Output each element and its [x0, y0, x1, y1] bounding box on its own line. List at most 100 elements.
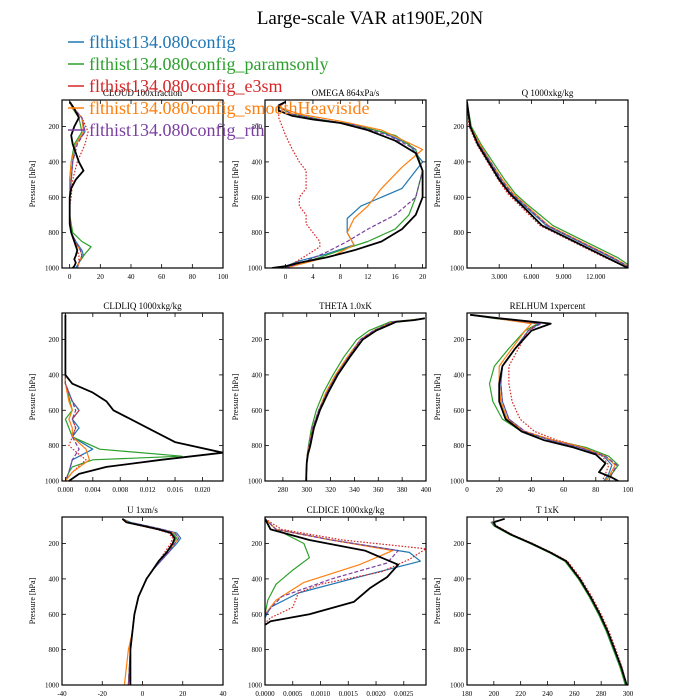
y-axis-label: Pressure [hPa] — [433, 577, 442, 624]
x-tick-label: 12.000 — [586, 273, 606, 281]
y-axis-label: Pressure [hPa] — [433, 160, 442, 207]
x-tick-label: 20 — [179, 690, 187, 698]
panels: CLOUD 100xfraction2004006008001000Pressu… — [28, 88, 634, 698]
y-tick-label: 200 — [252, 540, 263, 548]
x-tick-label: 100 — [218, 273, 229, 281]
y-tick-label: 600 — [454, 611, 465, 619]
series-line-5 — [278, 101, 424, 268]
x-tick-label: 0.020 — [195, 486, 211, 494]
x-tick-label: 80 — [592, 486, 600, 494]
y-tick-label: 200 — [454, 123, 465, 131]
y-tick-label: 400 — [49, 575, 60, 583]
series-line-3 — [467, 101, 628, 268]
x-tick-label: 3.000 — [491, 273, 507, 281]
y-tick-label: 1000 — [248, 478, 263, 486]
x-tick-label: 40 — [220, 690, 228, 698]
y-tick-label: 1000 — [248, 265, 263, 273]
x-tick-label: 280 — [278, 486, 289, 494]
y-tick-label: 800 — [252, 229, 263, 237]
series-line-0 — [121, 518, 176, 685]
y-axis-label: Pressure [hPa] — [231, 373, 240, 420]
panel-title: OMEGA 864xPa/s — [312, 88, 380, 98]
series-line-5 — [470, 314, 618, 481]
y-axis-label: Pressure [hPa] — [28, 577, 37, 624]
y-tick-label: 600 — [252, 407, 263, 415]
figure-title: Large-scale VAR at190E,20N — [257, 8, 484, 29]
series-line-3 — [278, 101, 321, 268]
x-tick-label: 360 — [373, 486, 384, 494]
series-line-0 — [271, 100, 424, 268]
series-line-2 — [278, 101, 424, 268]
x-tick-label: -20 — [98, 690, 108, 698]
series-line-2 — [64, 314, 183, 481]
x-tick-label: 20 — [419, 273, 427, 281]
series-line-5 — [491, 518, 628, 685]
y-tick-label: 200 — [49, 123, 60, 131]
x-tick-label: 9.000 — [556, 273, 572, 281]
y-tick-label: 400 — [454, 371, 465, 379]
panel-title: CLDLIQ 1000xkg/kg — [103, 301, 182, 311]
x-tick-label: 0 — [141, 690, 145, 698]
series-group — [470, 313, 619, 481]
x-tick-label: 6.000 — [524, 273, 540, 281]
plot-frame — [264, 516, 427, 686]
x-tick-label: 0.000 — [58, 486, 74, 494]
x-tick-label: 320 — [325, 486, 336, 494]
series-line-1 — [470, 314, 613, 481]
y-tick-label: 400 — [49, 158, 60, 166]
y-tick-label: 600 — [49, 407, 60, 415]
series-line-0 — [265, 518, 400, 626]
series-line-1 — [467, 101, 628, 267]
y-tick-label: 400 — [252, 371, 263, 379]
y-axis-label: Pressure [hPa] — [231, 577, 240, 624]
legend-label: flthist134.080config_e3sm — [89, 76, 282, 96]
x-tick-label: 0 — [465, 486, 469, 494]
x-tick-label: 60 — [158, 273, 166, 281]
x-tick-label: 400 — [421, 486, 432, 494]
y-tick-label: 1000 — [248, 682, 263, 690]
y-tick-label: 800 — [49, 229, 60, 237]
x-tick-label: 20 — [97, 273, 105, 281]
x-tick-label: 60 — [560, 486, 568, 494]
legend-label: flthist134.080config_smoothHeaviside — [89, 98, 369, 118]
panel-title: Q 1000xkg/kg — [522, 88, 574, 98]
series-line-3 — [265, 518, 426, 624]
panel-cloud: CLOUD 100xfraction2004006008001000Pressu… — [28, 88, 229, 281]
x-tick-label: 0.0000 — [255, 690, 275, 698]
y-tick-label: 800 — [252, 442, 263, 450]
x-tick-label: 0.008 — [112, 486, 128, 494]
y-axis-label: Pressure [hPa] — [28, 373, 37, 420]
panel-t: T 1xK 200 400 600 800 1000 Pressure [hPa] 180 20… — [433, 505, 634, 698]
panel-title: U 1xm/s — [127, 505, 158, 515]
series-line-3 — [470, 314, 610, 481]
x-tick-label: 280 — [596, 690, 607, 698]
panel-theta: THETA 1.0xK 200 400 600 800 1000 Pressure [hPa… — [231, 301, 432, 494]
y-tick-label: 400 — [252, 158, 263, 166]
x-tick-label: 40 — [128, 273, 136, 281]
panel-cldice: CLDICE 1000xkg/kg 200 400 600 800 1000 Pressur… — [231, 505, 427, 698]
x-tick-label: 40 — [528, 486, 536, 494]
y-axis-label: Pressure [hPa] — [433, 373, 442, 420]
series-line-5 — [265, 518, 399, 615]
plot-frame — [61, 99, 224, 269]
y-tick-label: 1000 — [45, 265, 60, 273]
x-tick-label: 20 — [496, 486, 504, 494]
y-tick-label: 800 — [49, 442, 60, 450]
y-tick-label: 400 — [49, 371, 60, 379]
series-group — [490, 517, 628, 685]
x-tick-label: 0.012 — [140, 486, 156, 494]
series-line-0 — [467, 101, 628, 268]
plot-frame — [264, 99, 427, 269]
plot-frame — [466, 312, 629, 482]
x-tick-label: 100 — [623, 486, 634, 494]
series-group — [121, 518, 182, 685]
y-tick-label: 600 — [49, 194, 60, 202]
plot-frame — [466, 516, 629, 686]
x-tick-label: 180 — [462, 690, 473, 698]
x-tick-label: 0 — [68, 273, 72, 281]
series-line-5 — [64, 314, 80, 481]
x-tick-label: 340 — [349, 486, 360, 494]
